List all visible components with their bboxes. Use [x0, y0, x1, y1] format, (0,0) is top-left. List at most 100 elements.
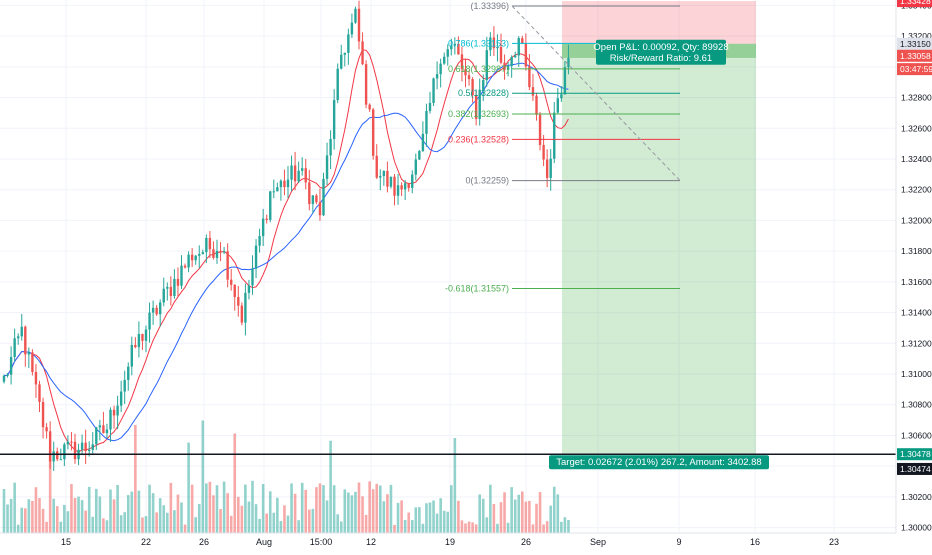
candle[interactable] — [418, 150, 421, 160]
candle[interactable] — [407, 183, 410, 188]
candle[interactable] — [521, 38, 524, 44]
candle[interactable] — [169, 286, 173, 297]
candle[interactable] — [137, 333, 141, 348]
candle[interactable] — [474, 95, 478, 119]
candle[interactable] — [382, 170, 386, 177]
candle[interactable] — [59, 459, 62, 461]
candle[interactable] — [219, 250, 222, 253]
candle[interactable] — [528, 66, 531, 88]
candle[interactable] — [272, 191, 275, 193]
target-zone[interactable] — [562, 43, 756, 455]
candle[interactable] — [180, 265, 183, 286]
candle[interactable] — [343, 52, 346, 55]
candle[interactable] — [166, 286, 169, 289]
candle[interactable] — [265, 218, 268, 220]
candle[interactable] — [446, 49, 449, 57]
candle[interactable] — [194, 255, 197, 261]
candle[interactable] — [354, 8, 357, 23]
candle[interactable] — [123, 379, 126, 392]
candle[interactable] — [535, 95, 538, 115]
candle[interactable] — [467, 75, 471, 80]
candle[interactable] — [88, 449, 91, 452]
candle[interactable] — [112, 409, 116, 416]
candle[interactable] — [478, 89, 481, 119]
candle[interactable] — [403, 183, 407, 190]
candle[interactable] — [63, 444, 66, 460]
candle[interactable] — [226, 251, 229, 280]
candle[interactable] — [443, 56, 446, 64]
candle[interactable] — [41, 401, 45, 428]
candle[interactable] — [6, 374, 9, 376]
candle[interactable] — [368, 104, 371, 110]
candle[interactable] — [329, 138, 332, 156]
candle[interactable] — [66, 441, 70, 445]
fib-trend-line[interactable] — [511, 5, 681, 181]
candle[interactable] — [73, 441, 77, 460]
candle[interactable] — [159, 302, 162, 315]
candle[interactable] — [102, 425, 105, 434]
candle[interactable] — [34, 371, 38, 385]
candle[interactable] — [258, 236, 261, 246]
candle[interactable] — [517, 38, 520, 56]
candle[interactable] — [283, 180, 286, 188]
candle[interactable] — [237, 296, 240, 306]
candle[interactable] — [254, 245, 258, 269]
candle[interactable] — [24, 326, 27, 355]
candle[interactable] — [261, 218, 265, 237]
candle[interactable] — [545, 159, 549, 178]
candle[interactable] — [308, 182, 311, 204]
candle[interactable] — [276, 187, 279, 192]
candle[interactable] — [301, 168, 304, 171]
candle[interactable] — [538, 114, 542, 145]
candle[interactable] — [496, 46, 499, 49]
candle[interactable] — [428, 102, 432, 111]
candle[interactable] — [336, 68, 339, 101]
candle[interactable] — [162, 288, 165, 303]
candle[interactable] — [91, 444, 94, 450]
candle[interactable] — [17, 336, 20, 339]
candle[interactable] — [322, 178, 325, 216]
candle[interactable] — [372, 109, 375, 156]
candle[interactable] — [549, 158, 552, 178]
candle[interactable] — [364, 64, 368, 105]
candle[interactable] — [506, 66, 510, 70]
candle[interactable] — [2, 375, 6, 382]
candle[interactable] — [435, 74, 439, 79]
candle[interactable] — [240, 305, 244, 323]
candle[interactable] — [332, 100, 336, 139]
candle[interactable] — [56, 451, 59, 460]
candle[interactable] — [38, 384, 41, 402]
candle[interactable] — [116, 405, 119, 416]
candle[interactable] — [411, 174, 414, 188]
candle[interactable] — [482, 80, 485, 90]
candle[interactable] — [389, 176, 393, 187]
candle[interactable] — [400, 185, 403, 190]
candle[interactable] — [393, 176, 396, 196]
candle[interactable] — [425, 110, 428, 134]
candle[interactable] — [357, 8, 361, 42]
candle[interactable] — [432, 78, 435, 103]
candle[interactable] — [563, 67, 567, 95]
candle[interactable] — [457, 43, 460, 55]
candle[interactable] — [315, 195, 318, 203]
candle[interactable] — [127, 366, 130, 380]
candle[interactable] — [176, 278, 180, 286]
candle[interactable] — [80, 442, 84, 450]
candle[interactable] — [567, 57, 570, 68]
candle[interactable] — [155, 307, 158, 315]
candle[interactable] — [27, 352, 31, 355]
candle[interactable] — [396, 185, 400, 196]
candle[interactable] — [183, 265, 187, 268]
candle[interactable] — [560, 94, 563, 99]
candle[interactable] — [187, 254, 190, 268]
candle[interactable] — [98, 425, 102, 428]
candle[interactable] — [386, 170, 389, 187]
candle[interactable] — [230, 279, 233, 285]
candle[interactable] — [450, 45, 453, 50]
candle[interactable] — [464, 69, 467, 76]
candle[interactable] — [244, 292, 247, 323]
candle[interactable] — [31, 352, 34, 372]
candle[interactable] — [340, 54, 343, 69]
candle[interactable] — [421, 133, 425, 151]
